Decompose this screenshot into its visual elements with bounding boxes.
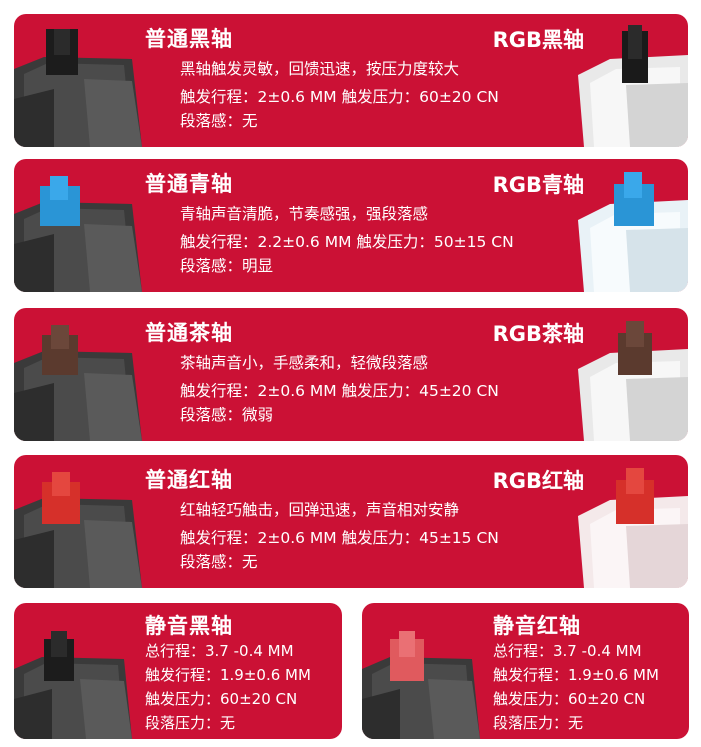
switch-card-brown: 普通茶轴 RGB茶轴 茶轴声音小，手感柔和，轻微段落感 触发行程：2±0.6 M… [14, 308, 688, 441]
silent-red-switch-image [362, 631, 480, 739]
trigger-travel-line: 触发行程：1.9±0.6 MM [493, 666, 659, 684]
feedback-line: 段落感：无 [180, 553, 258, 571]
rgb-title: RGB红轴 [492, 469, 584, 493]
brown-switch-image [14, 325, 142, 441]
card-title: 普通黑轴 [145, 27, 233, 51]
trigger-force-line: 触发压力：60±20 CN [493, 690, 646, 708]
card-title: 普通青轴 [145, 172, 233, 196]
blue-switch-image [14, 176, 142, 292]
black-switch-image [14, 29, 142, 147]
spec-line: 触发行程：2±0.6 MM 触发压力：60±20 CN [180, 88, 499, 106]
rgb-title: RGB茶轴 [492, 322, 584, 346]
spec-line: 触发行程：2.2±0.6 MM 触发压力：50±15 CN [180, 233, 514, 251]
rgb-title: RGB黑轴 [492, 28, 584, 52]
total-travel-line: 总行程：3.7 -0.4 MM [493, 642, 642, 660]
switch-card-red: 普通红轴 RGB红轴 红轴轻巧触击，回弹迅速，声音相对安静 触发行程：2±0.6… [14, 455, 688, 588]
switch-card-silent-red: 静音红轴 总行程：3.7 -0.4 MM 触发行程：1.9±0.6 MM 触发压… [362, 603, 689, 739]
feedback-line: 段落感：微弱 [180, 406, 274, 424]
card-title: 普通红轴 [145, 468, 233, 492]
switch-card-black: 普通黑轴 RGB黑轴 黑轴触发灵敏，回馈迅速，按压力度较大 触发行程：2±0.6… [14, 14, 688, 147]
feedback-line: 段落感：明显 [180, 257, 274, 275]
card-title: 静音黑轴 [145, 614, 233, 638]
rgb-brown-switch-image [578, 321, 688, 441]
rgb-title: RGB青轴 [492, 173, 584, 197]
description: 黑轴触发灵敏，回馈迅速，按压力度较大 [180, 60, 460, 78]
trigger-force-line: 触发压力：60±20 CN [145, 690, 298, 708]
card-title: 普通茶轴 [145, 321, 233, 345]
description: 青轴声音清脆，节奏感强，强段落感 [180, 205, 429, 223]
switch-card-silent-black: 静音黑轴 总行程：3.7 -0.4 MM 触发行程：1.9±0.6 MM 触发压… [14, 603, 342, 739]
description: 红轴轻巧触击，回弹迅速，声音相对安静 [180, 501, 460, 519]
spec-line: 触发行程：2±0.6 MM 触发压力：45±15 CN [180, 529, 499, 547]
feedback-line: 段落感：无 [180, 112, 258, 130]
rgb-black-switch-image [578, 25, 688, 147]
switch-card-blue: 普通青轴 RGB青轴 青轴声音清脆，节奏感强，强段落感 触发行程：2.2±0.6… [14, 159, 688, 292]
description: 茶轴声音小，手感柔和，轻微段落感 [180, 354, 429, 372]
feedback-force-line: 段落压力：无 [493, 714, 584, 732]
rgb-blue-switch-image [578, 172, 688, 292]
silent-black-switch-image [14, 631, 132, 739]
total-travel-line: 总行程：3.7 -0.4 MM [145, 642, 294, 660]
rgb-red-switch-image [578, 468, 688, 588]
red-switch-image [14, 472, 142, 588]
spec-line: 触发行程：2±0.6 MM 触发压力：45±20 CN [180, 382, 499, 400]
trigger-travel-line: 触发行程：1.9±0.6 MM [145, 666, 311, 684]
feedback-force-line: 段落压力：无 [145, 714, 236, 732]
card-title: 静音红轴 [493, 614, 581, 638]
